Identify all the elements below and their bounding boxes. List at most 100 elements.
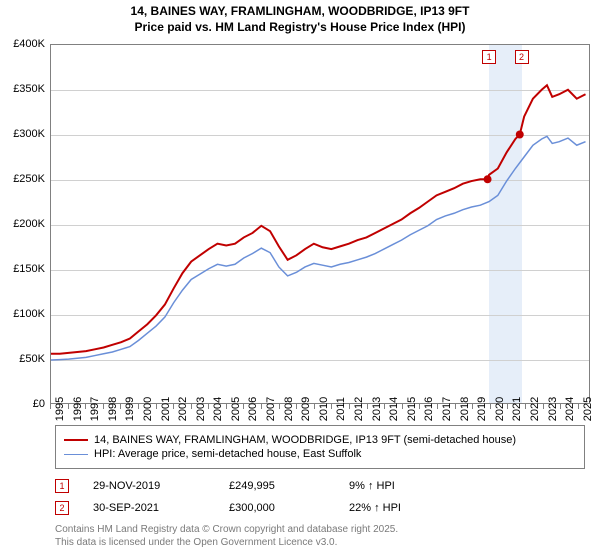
xtick-label: 2024 (564, 397, 576, 421)
xtick-label: 2006 (247, 397, 259, 421)
ytick-label: £250K (0, 173, 45, 185)
xtick-label: 2001 (160, 397, 172, 421)
xtick-mark (279, 404, 280, 409)
xtick-label: 1995 (54, 397, 66, 421)
xtick-label: 2014 (388, 397, 400, 421)
series-property (51, 85, 586, 354)
footnote-line2: This data is licensed under the Open Gov… (55, 537, 398, 550)
xtick-label: 2019 (476, 397, 488, 421)
legend-item-property: 14, BAINES WAY, FRAMLINGHAM, WOODBRIDGE,… (64, 434, 576, 446)
xtick-mark (384, 404, 385, 409)
xtick-mark (472, 404, 473, 409)
xtick-mark (419, 404, 420, 409)
xtick-mark (543, 404, 544, 409)
xtick-mark (156, 404, 157, 409)
xtick-mark (85, 404, 86, 409)
footnote-line1: Contains HM Land Registry data © Crown c… (55, 524, 398, 537)
sale-price: £249,995 (229, 480, 349, 492)
sales-table: 1 29-NOV-2019 £249,995 9% ↑ HPI 2 30-SEP… (55, 478, 469, 522)
xtick-label: 2004 (212, 397, 224, 421)
xtick-label: 2002 (177, 397, 189, 421)
xtick-label: 1996 (72, 397, 84, 421)
legend-label-property: 14, BAINES WAY, FRAMLINGHAM, WOODBRIDGE,… (94, 434, 516, 446)
xtick-label: 2025 (582, 397, 594, 421)
xtick-mark (226, 404, 227, 409)
footnote: Contains HM Land Registry data © Crown c… (55, 524, 398, 549)
xtick-mark (402, 404, 403, 409)
xtick-label: 1998 (107, 397, 119, 421)
sale-point-dot (484, 175, 492, 183)
sale-date: 30-SEP-2021 (69, 502, 229, 514)
xtick-label: 2023 (547, 397, 559, 421)
xtick-label: 2008 (283, 397, 295, 421)
legend-swatch-property (64, 439, 88, 441)
sale-price: £300,000 (229, 502, 349, 514)
xtick-mark (208, 404, 209, 409)
sales-row: 1 29-NOV-2019 £249,995 9% ↑ HPI (55, 478, 469, 494)
legend: 14, BAINES WAY, FRAMLINGHAM, WOODBRIDGE,… (55, 425, 585, 469)
xtick-mark (331, 404, 332, 409)
xtick-label: 1997 (89, 397, 101, 421)
sale-marker-icon: 2 (55, 501, 69, 515)
chart-title-line1: 14, BAINES WAY, FRAMLINGHAM, WOODBRIDGE,… (0, 4, 600, 20)
chart-title-line2: Price paid vs. HM Land Registry's House … (0, 20, 600, 36)
xtick-mark (173, 404, 174, 409)
xtick-mark (68, 404, 69, 409)
legend-label-hpi: HPI: Average price, semi-detached house,… (94, 448, 361, 460)
plot-region: 12 (50, 44, 590, 404)
xtick-mark (243, 404, 244, 409)
xtick-label: 2000 (142, 397, 154, 421)
xtick-mark (296, 404, 297, 409)
sale-date: 29-NOV-2019 (69, 480, 229, 492)
xtick-mark (507, 404, 508, 409)
sale-pct: 22% ↑ HPI (349, 502, 469, 514)
xtick-label: 2007 (265, 397, 277, 421)
ytick-label: £400K (0, 38, 45, 50)
sales-row: 2 30-SEP-2021 £300,000 22% ↑ HPI (55, 500, 469, 516)
legend-swatch-hpi (64, 454, 88, 455)
sale-marker-top: 2 (515, 50, 529, 64)
xtick-mark (120, 404, 121, 409)
xtick-mark (50, 404, 51, 409)
ytick-label: £50K (0, 353, 45, 365)
xtick-mark (578, 404, 579, 409)
xtick-label: 2012 (353, 397, 365, 421)
xtick-label: 2010 (318, 397, 330, 421)
xtick-mark (103, 404, 104, 409)
ytick-label: £350K (0, 83, 45, 95)
xtick-mark (191, 404, 192, 409)
sale-point-dot (516, 131, 524, 139)
xtick-mark (261, 404, 262, 409)
xtick-label: 2011 (335, 397, 347, 421)
xtick-mark (314, 404, 315, 409)
xtick-mark (560, 404, 561, 409)
sale-pct: 9% ↑ HPI (349, 480, 469, 492)
ytick-label: £0 (0, 398, 45, 410)
xtick-label: 2022 (529, 397, 541, 421)
chart-lines (51, 45, 589, 403)
xtick-label: 2020 (494, 397, 506, 421)
xtick-mark (367, 404, 368, 409)
xtick-label: 2005 (230, 397, 242, 421)
xtick-label: 2018 (459, 397, 471, 421)
xtick-mark (455, 404, 456, 409)
xtick-label: 2003 (195, 397, 207, 421)
xtick-label: 2021 (511, 397, 523, 421)
ytick-label: £100K (0, 308, 45, 320)
legend-item-hpi: HPI: Average price, semi-detached house,… (64, 448, 576, 460)
xtick-label: 2017 (441, 397, 453, 421)
xtick-label: 2013 (371, 397, 383, 421)
ytick-label: £200K (0, 218, 45, 230)
ytick-label: £300K (0, 128, 45, 140)
xtick-label: 2016 (423, 397, 435, 421)
xtick-mark (138, 404, 139, 409)
ytick-label: £150K (0, 263, 45, 275)
xtick-label: 2009 (300, 397, 312, 421)
chart-area: 12 £0£50K£100K£150K£200K£250K£300K£350K£… (50, 44, 590, 404)
xtick-mark (349, 404, 350, 409)
xtick-mark (525, 404, 526, 409)
xtick-label: 1999 (124, 397, 136, 421)
xtick-mark (437, 404, 438, 409)
sale-marker-icon: 1 (55, 479, 69, 493)
xtick-mark (490, 404, 491, 409)
